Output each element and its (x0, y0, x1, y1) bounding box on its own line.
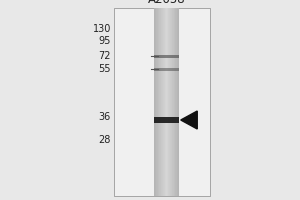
Text: 55: 55 (98, 64, 111, 74)
Text: A2058: A2058 (148, 0, 185, 6)
Bar (174, 8, 175, 196)
Bar (161, 8, 162, 196)
Bar (160, 8, 161, 196)
Bar (163, 8, 164, 196)
Bar (156, 8, 157, 196)
Bar (178, 8, 179, 196)
Bar (165, 8, 166, 196)
Bar (171, 8, 172, 196)
Bar (172, 8, 173, 196)
Bar (154, 117, 179, 123)
Text: 130: 130 (93, 24, 111, 34)
Bar (168, 8, 169, 196)
Text: 28: 28 (99, 135, 111, 145)
Bar (164, 8, 165, 196)
Polygon shape (181, 111, 197, 129)
Bar (167, 8, 168, 196)
Bar (162, 8, 163, 196)
Bar (154, 8, 155, 196)
Bar (170, 8, 171, 196)
Text: 95: 95 (99, 36, 111, 46)
Bar (157, 8, 158, 196)
Bar (154, 55, 179, 58)
Text: 36: 36 (99, 112, 111, 122)
Bar (173, 8, 174, 196)
Bar (176, 8, 177, 196)
Bar (177, 8, 178, 196)
Bar (158, 8, 159, 196)
Bar (154, 68, 179, 71)
Bar (114, 8, 210, 196)
Bar (155, 8, 156, 196)
Bar (159, 8, 160, 196)
Bar (169, 8, 170, 196)
Text: 72: 72 (98, 51, 111, 61)
